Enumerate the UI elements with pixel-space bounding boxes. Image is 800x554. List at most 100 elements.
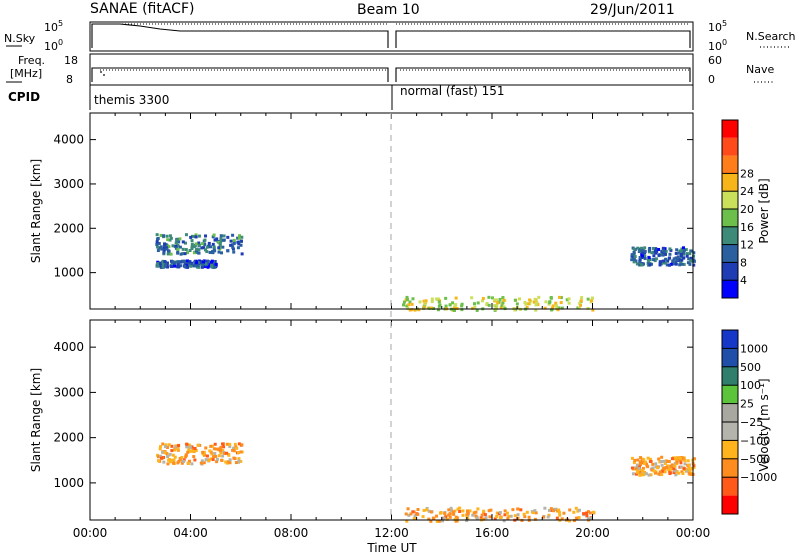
heatmap-cell — [171, 260, 175, 264]
heatmap-cell — [632, 258, 636, 262]
heatmap-cell — [209, 444, 213, 448]
heatmap-cell — [648, 459, 652, 463]
heatmap-cell — [661, 253, 665, 257]
heatmap-cell — [237, 236, 241, 240]
heatmap-cell — [638, 460, 642, 464]
nsky-left-tick-top: 105 — [44, 19, 63, 34]
heatmap-cell — [221, 442, 225, 446]
heatmap-cell — [688, 262, 692, 266]
heatmap-cell — [155, 233, 159, 237]
heatmap-cell — [692, 263, 696, 267]
heatmap-cell — [436, 308, 440, 312]
heatmap-cell — [236, 246, 240, 250]
heatmap-cell — [435, 297, 439, 301]
heatmap-cell — [194, 233, 198, 237]
heatmap-cell — [662, 459, 666, 463]
heatmap-cell — [471, 306, 475, 310]
heatmap-cell — [193, 260, 197, 264]
heatmap-cell — [162, 245, 166, 249]
heatmap-cell — [237, 459, 241, 463]
heatmap-cell — [689, 256, 693, 260]
heatmap-cell — [546, 515, 550, 519]
colorbar-swatch — [722, 226, 738, 245]
y-tick-label: 4000 — [53, 133, 84, 147]
station-title: SANAE (fitACF) — [90, 1, 194, 17]
heatmap-cell — [206, 265, 210, 269]
heatmap-cell — [488, 515, 492, 519]
heatmap-cell — [669, 262, 673, 266]
heatmap-cell — [674, 260, 678, 264]
heatmap-cell — [166, 238, 170, 242]
colorbar-tick-label: −1000 — [740, 471, 777, 484]
heatmap-cell — [450, 508, 454, 512]
heatmap-cell — [447, 508, 451, 512]
heatmap-cell — [484, 516, 488, 520]
heatmap-cell — [638, 260, 642, 264]
heatmap-cell — [221, 448, 225, 452]
heatmap-cell — [202, 246, 206, 250]
colorbar-swatch — [722, 477, 738, 496]
heatmap-cell — [495, 303, 499, 307]
heatmap-cell — [679, 252, 683, 256]
heatmap-cell — [661, 248, 665, 252]
heatmap-cell — [166, 462, 170, 466]
heatmap-cell — [437, 297, 441, 301]
heatmap-cell — [670, 463, 674, 467]
heatmap-cell — [235, 446, 239, 450]
heatmap-cell — [172, 461, 176, 465]
x-tick-label: 20:00 — [575, 526, 610, 540]
heatmap-cell — [407, 303, 411, 307]
heatmap-cell — [195, 261, 199, 265]
heatmap-cell — [666, 259, 670, 263]
heatmap-cell — [528, 298, 532, 302]
heatmap-cell — [183, 259, 187, 263]
heatmap-cell — [692, 457, 696, 461]
heatmap-cell — [212, 455, 216, 459]
heatmap-cell — [163, 264, 167, 268]
heatmap-cell — [671, 465, 675, 469]
colorbar-tick-label: 20 — [740, 203, 754, 216]
heatmap-cell — [688, 252, 692, 256]
heatmap-cell — [661, 467, 665, 471]
heatmap-cell — [192, 455, 196, 459]
heatmap-cell — [592, 510, 596, 514]
heatmap-cell — [690, 472, 694, 476]
heatmap-cell — [554, 507, 558, 511]
heatmap-cell — [642, 458, 646, 462]
heatmap-cell — [666, 467, 670, 471]
heatmap-cell — [231, 245, 235, 249]
heatmap-cell — [229, 239, 233, 243]
heatmap-cell — [416, 507, 420, 511]
cpid-label: CPID — [8, 90, 40, 104]
heatmap-cell — [579, 299, 583, 303]
heatmap-cell — [402, 300, 406, 304]
heatmap-cell — [240, 252, 244, 256]
heatmap-cell — [559, 296, 563, 300]
heatmap-cell — [190, 245, 194, 249]
heatmap-cell — [537, 295, 541, 299]
y-tick-label: 4000 — [53, 340, 84, 354]
heatmap-cell — [231, 233, 235, 237]
heatmap-cell — [209, 245, 213, 249]
heatmap-cell — [682, 256, 686, 260]
heatmap-cell — [177, 265, 181, 269]
colorbar-tick-label: 4 — [740, 274, 747, 287]
heatmap-cell — [230, 243, 234, 247]
heatmap-cell — [232, 250, 236, 254]
heatmap-cell — [155, 242, 159, 246]
heatmap-cell — [645, 464, 649, 468]
heatmap-cell — [681, 472, 685, 476]
heatmap-cell — [653, 249, 657, 253]
heatmap-cell — [636, 246, 640, 250]
heatmap-cell — [438, 303, 442, 307]
heatmap-cell — [189, 264, 193, 268]
heatmap-cell — [435, 519, 439, 523]
heatmap-cell — [552, 509, 556, 513]
heatmap-cell — [663, 261, 667, 265]
heatmap-cell — [165, 445, 169, 449]
heatmap-cell — [567, 301, 571, 305]
heatmap-cell — [226, 442, 230, 446]
colorbar-tick-label: 12 — [740, 239, 754, 252]
heatmap-cell — [658, 262, 662, 266]
colorbar-tick-label: 1000 — [740, 342, 768, 355]
